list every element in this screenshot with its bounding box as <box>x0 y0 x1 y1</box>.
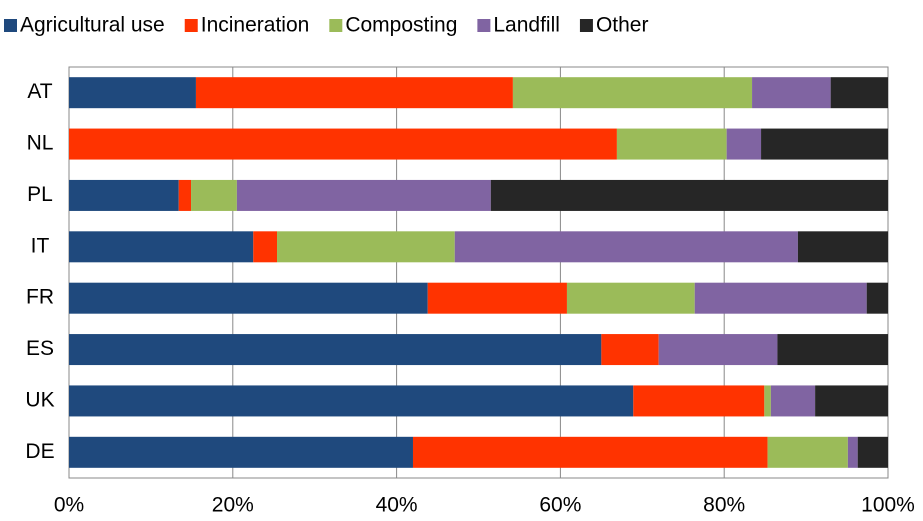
bar-segment <box>236 179 491 211</box>
legend-swatch <box>329 19 343 32</box>
bar-segment <box>195 77 513 109</box>
bar-segment <box>694 282 867 314</box>
bar-segment <box>69 179 179 211</box>
bar-segment <box>69 282 428 314</box>
bar-segment <box>566 282 695 314</box>
y-tick-label: IT <box>31 234 50 257</box>
bar-segment <box>427 282 567 314</box>
bar-segment <box>512 77 753 109</box>
bar-segment <box>847 436 858 468</box>
bar-segment <box>69 77 196 109</box>
bar-segment <box>866 282 888 314</box>
legend-swatch <box>4 19 17 32</box>
y-tick-label: FR <box>26 286 54 309</box>
bar-segment <box>752 77 831 109</box>
legend-label: Landfill <box>493 14 560 37</box>
bar-segment <box>490 179 888 211</box>
bar-segment <box>69 128 617 160</box>
bar-segment <box>69 385 634 417</box>
bar-segment <box>770 385 816 417</box>
y-tick-label: NL <box>27 132 54 155</box>
x-tick-label: 100% <box>861 494 915 517</box>
bar-segment <box>253 231 278 263</box>
bar-segment <box>797 231 888 263</box>
bar-segment <box>277 231 455 263</box>
bar-segment <box>815 385 888 417</box>
bar-segment <box>777 334 888 366</box>
x-tick-label: 40% <box>376 494 418 517</box>
bar-segment <box>616 128 727 160</box>
bar-segment <box>761 128 888 160</box>
bar-segment <box>69 334 602 366</box>
legend-swatch <box>579 19 593 32</box>
bar-segment <box>767 436 848 468</box>
bar-segment <box>454 231 798 263</box>
x-tick-label: 0% <box>54 494 84 517</box>
plot-frame <box>68 66 889 479</box>
bar-segment <box>412 436 768 468</box>
legend-label: Composting <box>345 14 457 37</box>
bar-segment <box>658 334 778 366</box>
legend-label: Agricultural use <box>20 14 165 37</box>
x-tick-label: 20% <box>212 494 254 517</box>
y-tick-label: ES <box>26 337 54 360</box>
bar-segment <box>633 385 765 417</box>
bar-segment <box>69 231 254 263</box>
y-tick-label: UK <box>25 388 54 411</box>
bar-segment <box>601 334 659 366</box>
bar-segment <box>191 179 237 211</box>
y-tick-label: PL <box>27 183 53 206</box>
legend-label: Incineration <box>201 14 310 37</box>
y-tick-label: DE <box>25 440 54 463</box>
bar-segment <box>69 436 413 468</box>
bar-segment <box>830 77 888 109</box>
legend-swatch <box>184 19 198 32</box>
legend-label: Other <box>596 14 649 37</box>
bar-segment <box>178 179 192 211</box>
y-tick-label: AT <box>27 80 52 103</box>
bar-segment <box>857 436 888 468</box>
legend-swatch <box>477 19 491 32</box>
bar-segment <box>726 128 762 160</box>
x-tick-label: 60% <box>539 494 581 517</box>
x-tick-label: 80% <box>703 494 745 517</box>
bar-segment <box>764 385 771 417</box>
